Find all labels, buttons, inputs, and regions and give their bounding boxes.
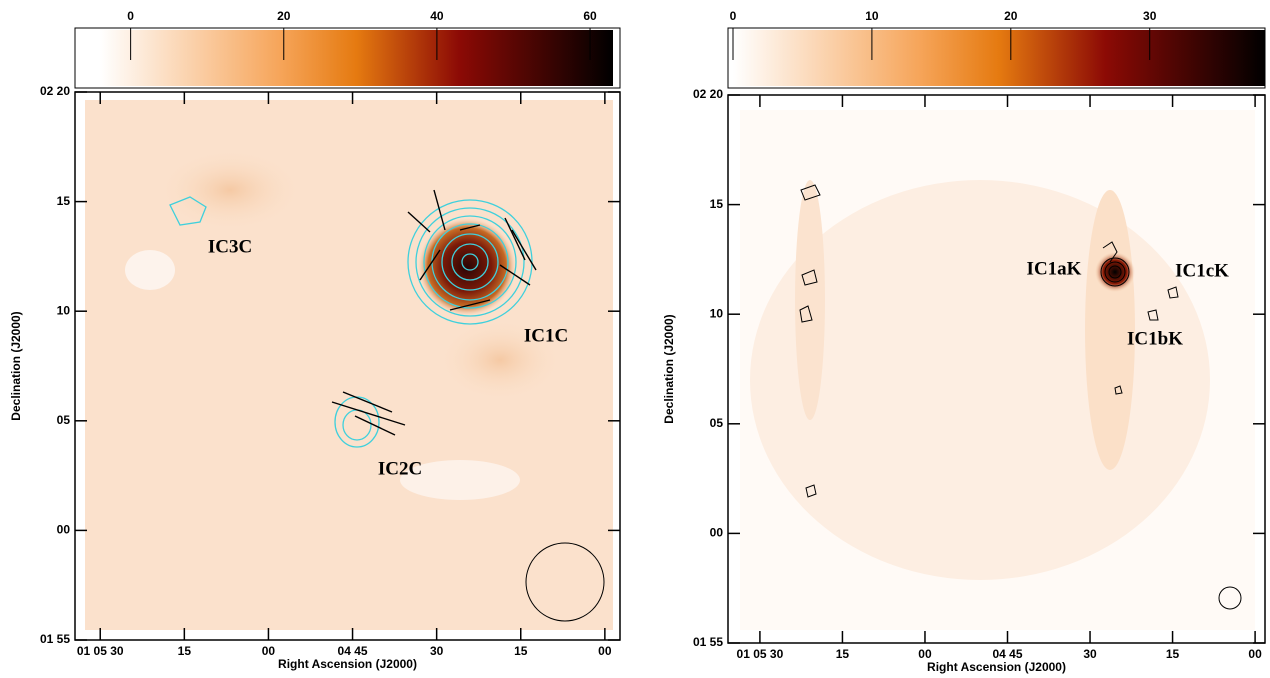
x-tick-label: 30 [430,644,444,658]
x-tick-label: 00 [262,644,276,658]
y-tick-label: 15 [710,197,724,211]
colorbar-tick-label: 30 [1143,9,1157,23]
x-tick-label: 04 45 [992,647,1022,661]
x-tick-label: 15 [178,644,192,658]
x-tick-label: 01 05 30 [737,647,784,661]
y-tick-label: 10 [710,306,724,320]
x-tick-label: 00 [918,647,932,661]
colorbar-tick-label: 20 [1004,9,1018,23]
y-tick-label: 00 [710,526,724,540]
plot-frame [727,94,1266,644]
colorbar-frame [74,27,621,89]
y-tick-label: 10 [57,303,71,317]
source-label: IC1cK [1175,260,1229,281]
x-tick-label: 00 [598,644,612,658]
x-tick-label: 01 05 30 [77,644,124,658]
colorbar-tick-label: 0 [127,9,134,23]
colorbar-tick-label: 10 [865,9,879,23]
colorbar-tick-label: 40 [430,9,444,23]
y-tick-label: 02 20 [40,84,70,98]
source-label: IC1bK [1127,328,1183,349]
x-tick-label: 00 [1248,647,1262,661]
x-tick-label: 30 [1083,647,1097,661]
y-axis-label: Declination (J2000) [662,314,676,423]
colorbar-tick-label: 20 [277,9,291,23]
source-label: IC1C [524,325,568,346]
y-tick-label: 01 55 [693,635,723,649]
y-tick-label: 01 55 [40,632,70,646]
y-tick-label: 00 [57,523,71,537]
y-tick-label: 05 [57,413,71,427]
source-label: IC1aK [1027,258,1082,279]
y-axis-label: Declination (J2000) [9,311,23,420]
source-label: IC3C [208,236,252,257]
colorbar-tick-label: 0 [730,9,737,23]
x-axis-label: Right Ascension (J2000) [927,660,1066,674]
plot-frame [74,91,621,641]
x-tick-label: 15 [836,647,850,661]
x-tick-label: 04 45 [338,644,368,658]
y-tick-label: 05 [710,416,724,430]
colorbar [733,30,1265,86]
right-image [740,110,1255,630]
x-tick-label: 15 [1166,647,1180,661]
x-axis-label: Right Ascension (J2000) [278,657,417,671]
source-label: IC2C [378,458,422,479]
colorbar [100,30,613,86]
y-tick-label: 02 20 [693,87,723,101]
left-image [85,100,613,630]
y-tick-label: 15 [57,194,71,208]
colorbar-frame [727,27,1266,89]
x-tick-label: 15 [514,644,528,658]
colorbar-tick-label: 60 [583,9,597,23]
